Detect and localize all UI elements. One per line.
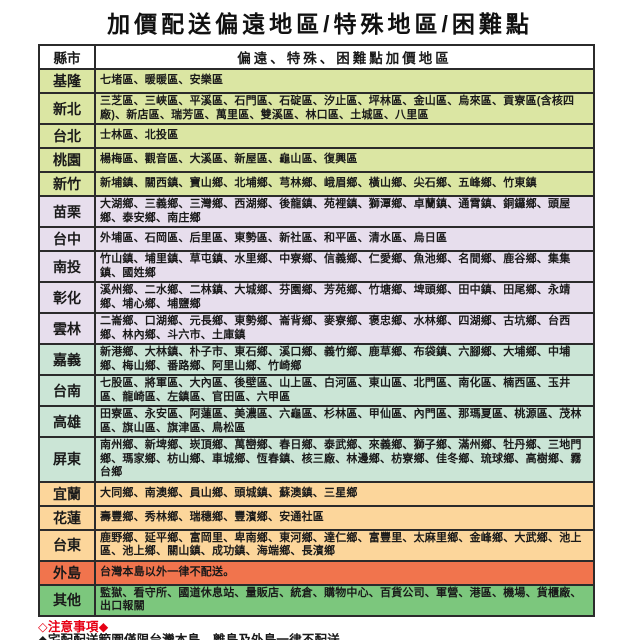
- areas-cell: 士林區、北投區: [94, 123, 595, 149]
- notes-section: ◇注意事項◆◆宅配配送範圍僅限台灣本島，離島及外島一律不配送。◇宅配商品僅配送到…: [38, 619, 613, 640]
- table-header-row: 縣市 偏遠、特殊、困難點加價地區: [38, 44, 595, 70]
- county-cell: 新北: [38, 92, 96, 125]
- note-line: ◇注意事項◆: [38, 619, 109, 634]
- county-cell: 桃園: [38, 147, 96, 173]
- table-row: 高雄 田寮區、永安區、阿蓮區、美濃區、六龜區、杉林區、甲仙區、內門區、那瑪夏區、…: [38, 405, 595, 438]
- areas-cell: 台灣本島以外一律不配送。: [94, 559, 595, 586]
- table-row: 其他 監獄、看守所、國道休息站、量販店、統倉、購物中心、百貨公司、軍營、港區、機…: [38, 583, 595, 617]
- county-cell: 高雄: [38, 405, 96, 438]
- table-row: 台中 外埔區、石岡區、后里區、東勢區、新社區、和平區、清水區、烏日區: [38, 226, 595, 252]
- county-cell: 新竹: [38, 171, 96, 197]
- table-row: 雲林 二崙鄉、口湖鄉、元長鄉、東勢鄉、崙背鄉、麥寮鄉、褒忠鄉、水林鄉、四湖鄉、古…: [38, 312, 595, 345]
- areas-cell: 七股區、將軍區、大內區、後壁區、山上區、白河區、東山區、北門區、南化區、楠西區、…: [94, 374, 595, 407]
- page-title: 加價配送偏遠地區/特殊地區/困難點: [107, 11, 533, 37]
- county-cell: 台北: [38, 123, 96, 149]
- county-cell: 台中: [38, 226, 96, 252]
- county-column-header: 縣市: [38, 44, 96, 70]
- areas-cell: 大湖鄉、三義鄉、三灣鄉、西湖鄉、後龍鎮、苑裡鎮、獅潭鄉、卓蘭鎮、通霄鎮、銅鑼鄉、…: [94, 195, 595, 228]
- areas-cell: 二崙鄉、口湖鄉、元長鄉、東勢鄉、崙背鄉、麥寮鄉、褒忠鄉、水林鄉、四湖鄉、古坑鄉、…: [94, 312, 595, 345]
- areas-cell: 外埔區、石岡區、后里區、東勢區、新社區、和平區、清水區、烏日區: [94, 226, 595, 252]
- county-cell: 雲林: [38, 312, 96, 345]
- areas-cell: 大同鄉、南澳鄉、員山鄉、頭城鎮、蘇澳鎮、三星鄉: [94, 480, 595, 507]
- areas-cell: 新港鄉、大林鎮、朴子市、東石鄉、溪口鄉、義竹鄉、鹿草鄉、布袋鎮、六腳鄉、大埔鄉、…: [94, 343, 595, 376]
- table-row: 外島 台灣本島以外一律不配送。: [38, 559, 595, 586]
- areas-cell: 竹山鎮、埔里鎮、草屯鎮、水里鄉、中寮鄉、信義鄉、仁愛鄉、魚池鄉、名間鄉、鹿谷鄉、…: [94, 250, 595, 283]
- county-cell: 屏東: [38, 436, 96, 483]
- areas-cell: 三芝區、三峽區、平溪區、石門區、石碇區、汐止區、坪林區、金山區、烏來區、貢寮區(…: [94, 92, 595, 125]
- areas-cell: 楊梅區、觀音區、大溪區、新屋區、龜山區、復興區: [94, 147, 595, 173]
- table-row: 新竹 新埔鎮、關西鎮、寶山鄉、北埔鄉、芎林鄉、峨眉鄉、橫山鄉、尖石鄉、五峰鄉、竹…: [38, 171, 595, 197]
- table-row: 南投 竹山鎮、埔里鎮、草屯鎮、水里鄉、中寮鄉、信義鄉、仁愛鄉、魚池鄉、名間鄉、鹿…: [38, 250, 595, 283]
- note-line: ◆宅配配送範圍僅限台灣本島，離島及外島一律不配送。: [38, 634, 613, 640]
- table-row: 彰化 溪州鄉、二水鄉、二林鎮、大城鄉、芬園鄉、芳苑鄉、竹塘鄉、埤頭鄉、田中鎮、田…: [38, 281, 595, 314]
- areas-column-header: 偏遠、特殊、困難點加價地區: [94, 44, 595, 70]
- areas-cell: 南州鄉、新埤鄉、崁頂鄉、萬巒鄉、春日鄉、泰武鄉、來義鄉、獅子鄉、滿州鄉、牡丹鄉、…: [94, 436, 595, 483]
- county-cell: 基隆: [38, 68, 96, 94]
- table-row: 花蓮 壽豐鄉、秀林鄉、瑞穗鄉、豐濱鄉、安通社區: [38, 504, 595, 531]
- area-table-body: 基隆 七堵區、暖暖區、安樂區 新北 三芝區、三峽區、平溪區、石門區、石碇區、汐止…: [38, 68, 595, 617]
- areas-cell: 新埔鎮、關西鎮、寶山鄉、北埔鄉、芎林鄉、峨眉鄉、橫山鄉、尖石鄉、五峰鄉、竹東鎮: [94, 171, 595, 197]
- table-row: 新北 三芝區、三峽區、平溪區、石門區、石碇區、汐止區、坪林區、金山區、烏來區、貢…: [38, 92, 595, 125]
- table-row: 苗栗 大湖鄉、三義鄉、三灣鄉、西湖鄉、後龍鎮、苑裡鎮、獅潭鄉、卓蘭鎮、通霄鎮、銅…: [38, 195, 595, 228]
- areas-cell: 七堵區、暖暖區、安樂區: [94, 68, 595, 94]
- county-cell: 台南: [38, 374, 96, 407]
- table-row: 台北 士林區、北投區: [38, 123, 595, 149]
- table-row: 基隆 七堵區、暖暖區、安樂區: [38, 68, 595, 94]
- table-row: 嘉義 新港鄉、大林鎮、朴子市、東石鄉、溪口鄉、義竹鄉、鹿草鄉、布袋鎮、六腳鄉、大…: [38, 343, 595, 376]
- surcharge-area-table: 縣市 偏遠、特殊、困難點加價地區 基隆 七堵區、暖暖區、安樂區 新北 三芝區、三…: [38, 44, 595, 617]
- table-row: 台南 七股區、將軍區、大內區、後壁區、山上區、白河區、東山區、北門區、南化區、楠…: [38, 374, 595, 407]
- areas-cell: 鹿野鄉、延平鄉、富岡里、卑南鄉、東河鄉、達仁鄉、富豐里、太麻里鄉、金峰鄉、大武鄉…: [94, 528, 595, 562]
- county-cell: 宜蘭: [38, 480, 96, 507]
- county-cell: 其他: [38, 583, 96, 617]
- county-cell: 嘉義: [38, 343, 96, 376]
- table-row: 宜蘭 大同鄉、南澳鄉、員山鄉、頭城鎮、蘇澳鎮、三星鄉: [38, 480, 595, 507]
- table-row: 屏東 南州鄉、新埤鄉、崁頂鄉、萬巒鄉、春日鄉、泰武鄉、來義鄉、獅子鄉、滿州鄉、牡…: [38, 436, 595, 483]
- county-cell: 外島: [38, 559, 96, 586]
- county-cell: 花蓮: [38, 504, 96, 531]
- areas-cell: 溪州鄉、二水鄉、二林鎮、大城鄉、芬園鄉、芳苑鄉、竹塘鄉、埤頭鄉、田中鎮、田尾鄉、…: [94, 281, 595, 314]
- county-cell: 南投: [38, 250, 96, 283]
- areas-cell: 田寮區、永安區、阿蓮區、美濃區、六龜區、杉林區、甲仙區、內門區、那瑪夏區、桃源區…: [94, 405, 595, 438]
- table-row: 台東 鹿野鄉、延平鄉、富岡里、卑南鄉、東河鄉、達仁鄉、富豐里、太麻里鄉、金峰鄉、…: [38, 528, 595, 562]
- table-row: 桃園 楊梅區、觀音區、大溪區、新屋區、龜山區、復興區: [38, 147, 595, 173]
- county-cell: 彰化: [38, 281, 96, 314]
- county-cell: 台東: [38, 528, 96, 562]
- areas-cell: 監獄、看守所、國道休息站、量販店、統倉、購物中心、百貨公司、軍營、港區、機場、貨…: [94, 583, 595, 617]
- areas-cell: 壽豐鄉、秀林鄉、瑞穗鄉、豐濱鄉、安通社區: [94, 504, 595, 531]
- county-cell: 苗栗: [38, 195, 96, 228]
